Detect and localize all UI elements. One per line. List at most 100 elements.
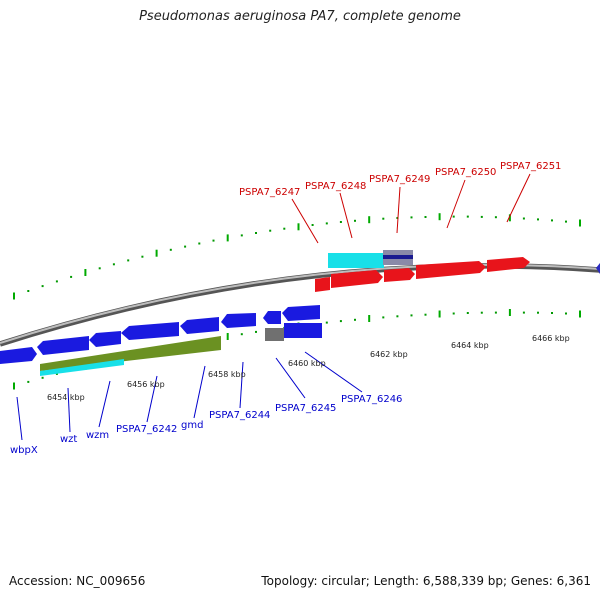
label-wzt: wzt [60,434,77,445]
blue-band [383,255,413,259]
outer-ring-minor-tick [283,227,286,230]
outer-ring-minor-tick [382,217,385,220]
label-leaders [16,173,531,441]
outer-ring-minor-tick [98,267,101,270]
gene-PSPA7_6245-upper [263,311,281,324]
outer-ring-major-tick [297,223,300,231]
inner-ring-minor-tick [382,316,385,319]
tick-label-6464: 6464 kbp [451,341,489,350]
label-PSPA7_6248: PSPA7_6248 [305,181,366,192]
inner-ring-minor-tick [480,311,483,314]
gene-PSPA7_6246-lower [284,323,322,338]
inner-ring-minor-tick [537,311,539,314]
outer-ring-major-tick [155,249,158,257]
inner-ring-major-tick [226,333,229,340]
gene-PSPA7_6247 [315,277,330,292]
rna-feature-cyan [328,253,384,268]
inner-ring-minor-tick [55,372,58,375]
label-PSPA7_6246: PSPA7_6246 [341,394,402,405]
leader-wzm [98,380,111,428]
outer-ring-minor-tick [212,239,215,242]
outer-ring-minor-tick [339,221,342,223]
outer-ring-minor-tick [311,224,314,226]
forward-strand-features [315,250,530,292]
inner-ring-minor-tick [424,313,427,316]
tick-label-6456: 6456 kbp [127,380,165,389]
backbone-end-marker [596,263,600,274]
outer-ring-minor-tick [269,229,272,232]
inner-ring-minor-tick [565,312,567,315]
tick-label-6454: 6454 kbp [47,393,85,402]
outer-ring-minor-tick [494,216,497,219]
leader-PSPA7_6251 [506,173,531,223]
label-PSPA7_6249: PSPA7_6249 [369,174,430,185]
inner-ring-minor-tick [354,318,356,321]
inner-ring-minor-tick [551,312,553,314]
outer-ring-minor-tick [198,242,201,245]
leader-wbpX [16,396,23,441]
inner-ring-minor-tick [522,311,525,314]
label-wzm: wzm [86,430,109,441]
outer-ring-minor-tick [551,219,553,222]
forward-gene-labels: PSPA7_6247 PSPA7_6248 PSPA7_6249 PSPA7_6… [239,161,561,198]
inner-ring-minor-tick [339,320,342,323]
inner-ring-major-tick [438,310,441,318]
label-PSPA7_6251: PSPA7_6251 [500,161,561,172]
leader-PSPA7_6242 [146,375,158,423]
outer-ring-minor-tick [410,216,413,219]
outer-tick-ring [13,213,581,300]
tick-label-6458: 6458 kbp [208,370,246,379]
outer-ring-minor-tick [184,245,187,248]
outer-ring-minor-tick [112,263,115,266]
leader-PSPA7_6245 [275,357,306,399]
gene-PSPA7_6249 [384,268,415,282]
outer-ring-minor-tick [55,280,58,283]
gene-PSPA7_6248 [331,270,383,288]
gene-gmd [180,317,219,334]
tick-label-6462: 6462 kbp [370,350,408,359]
tick-label-6466: 6466 kbp [532,334,570,343]
inner-ring-minor-tick [27,380,30,383]
reverse-gene-labels: wbpX wzt wzm PSPA7_6242 gmd PSPA7_6244 P… [10,394,402,456]
reverse-strand-features [0,305,322,376]
outer-ring-minor-tick [27,290,30,292]
inner-ring-major-tick [368,315,371,322]
inner-ring-minor-tick [494,311,497,314]
outer-ring-minor-tick [127,259,130,262]
outer-ring-minor-tick [325,222,328,225]
label-PSPA7_6244: PSPA7_6244 [209,410,270,421]
gene-PSPA7_6246-upper [282,305,320,321]
outer-ring-minor-tick [522,217,525,220]
outer-ring-major-tick [579,219,581,227]
outer-ring-minor-tick [354,219,356,222]
outer-ring-minor-tick [466,215,469,218]
label-PSPA7_6245: PSPA7_6245 [275,403,336,414]
outer-ring-minor-tick [396,217,399,219]
leader-PSPA7_6244 [239,361,244,409]
inner-ring-minor-tick [466,312,469,314]
gene-PSPA7_6244 [221,313,256,328]
outer-ring-major-tick [84,269,87,276]
outer-ring-minor-tick [70,275,73,278]
inner-ring-minor-tick [410,314,413,317]
label-PSPA7_6250: PSPA7_6250 [435,167,496,178]
leader-PSPA7_6246 [304,351,363,393]
tick-label-6460: 6460 kbp [288,359,326,368]
outer-ring-major-tick [368,216,371,224]
leader-PSPA7_6249 [396,186,401,234]
inner-ring-minor-tick [41,376,44,379]
leader-PSPA7_6250 [446,179,466,229]
outer-ring-major-tick [13,292,15,300]
inner-ring-minor-tick [255,330,257,333]
gene-PSPA7_6250 [416,261,486,279]
gene-PSPA7_6242 [121,322,179,340]
map-title: Pseudomonas aeruginosa PA7, complete gen… [139,9,461,24]
outer-ring-minor-tick [141,255,144,258]
outer-ring-minor-tick [424,216,427,218]
inner-ring-minor-tick [452,312,455,315]
inner-tick-ring [13,309,581,390]
inner-ring-minor-tick [240,333,243,336]
outer-ring-minor-tick [480,215,483,218]
label-gmd: gmd [181,420,203,431]
